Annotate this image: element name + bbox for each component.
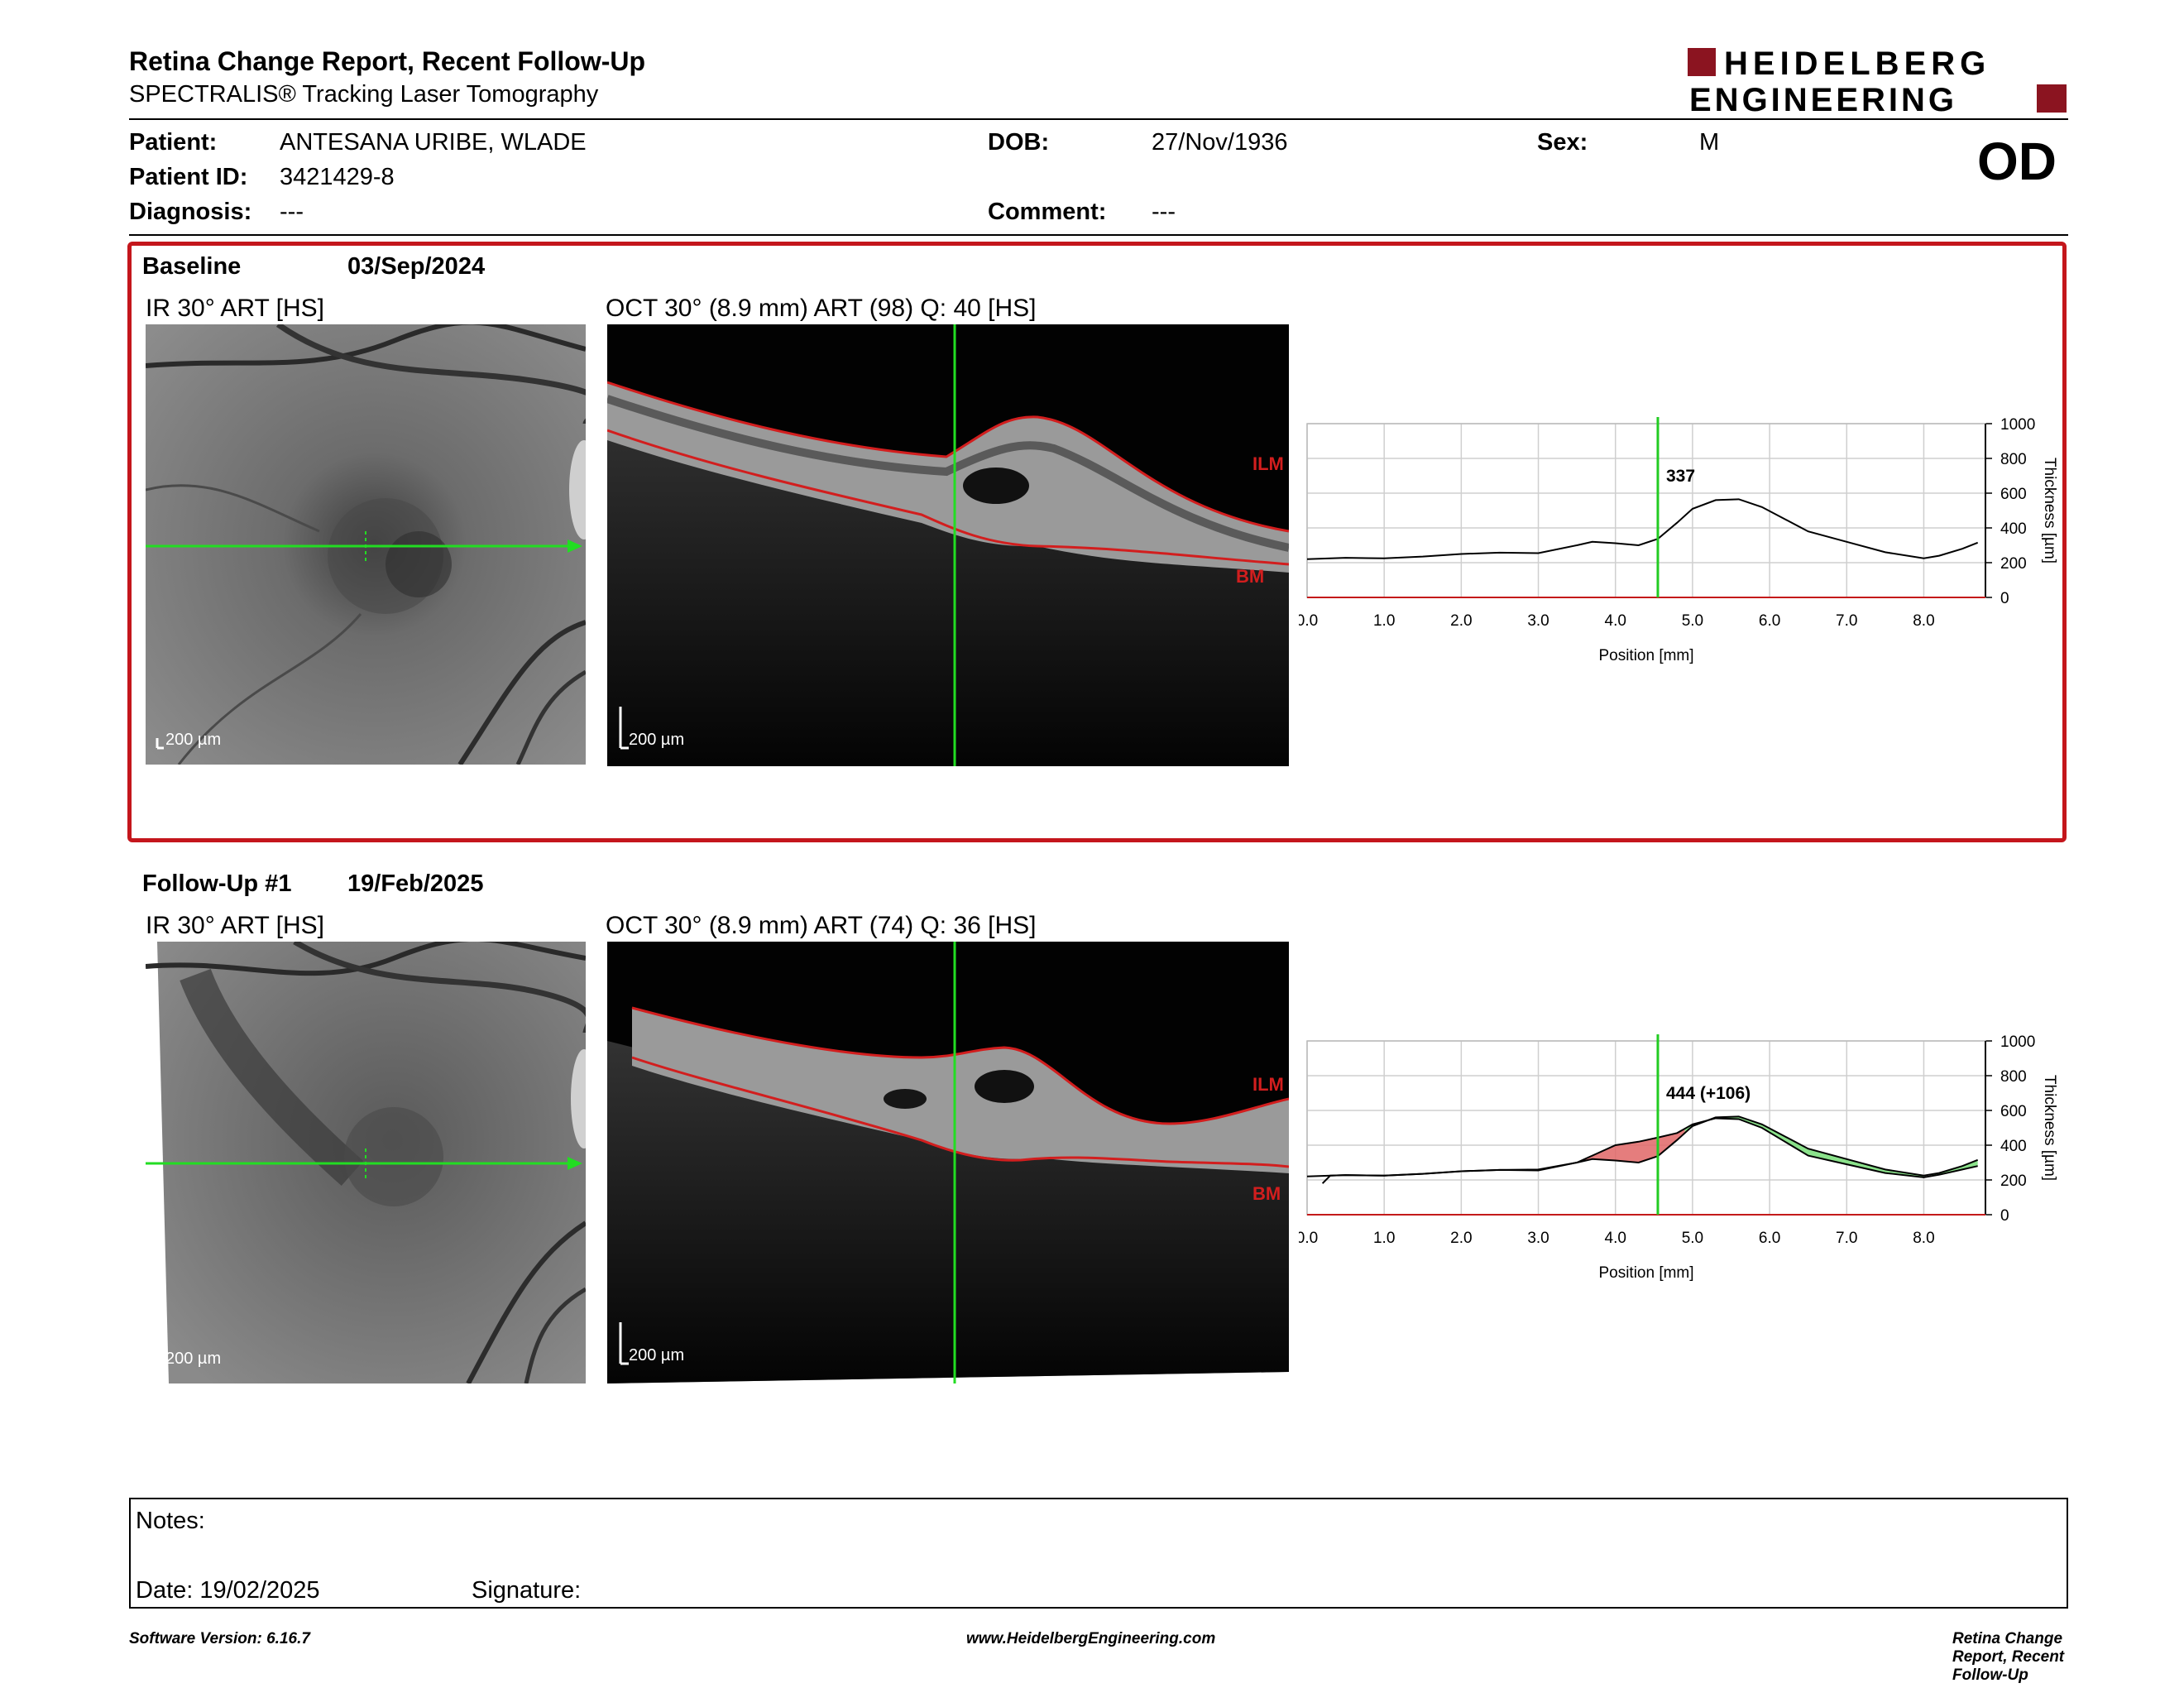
baseline-oct-image[interactable]: ILM BM 200 µm xyxy=(607,324,1289,766)
baseline-date: 03/Sep/2024 xyxy=(347,253,486,280)
sex-label: Sex: xyxy=(1537,129,1588,156)
followup-ir-image[interactable]: 200 µm xyxy=(146,942,586,1383)
dob-label: DOB: xyxy=(988,129,1050,156)
followup-date: 19/Feb/2025 xyxy=(347,870,484,897)
y-axis-label: Thickness [µm] xyxy=(2041,1075,2058,1181)
plot-frame xyxy=(1306,1040,1986,1216)
x-tick-label: 6.0 xyxy=(1759,612,1780,630)
logo-line2: ENGINEERING xyxy=(1689,82,1957,116)
followup-oct-scale: 200 µm xyxy=(629,1346,684,1364)
baseline-ir-caption: IR 30° ART [HS] xyxy=(146,295,324,322)
comment-value: --- xyxy=(1152,199,1176,225)
header-divider xyxy=(129,118,2068,120)
x-tick-label: 1.0 xyxy=(1373,1230,1395,1247)
followup-thickness-chart: 0 200 400 600 800 1000 0.0 1.0 2.0 3.0 4.0 5.0 6.0 7.… xyxy=(1299,1033,2058,1282)
x-tick-label: 5.0 xyxy=(1682,1230,1703,1247)
comment-label: Comment: xyxy=(988,199,1107,225)
baseline-thickness-chart: 0 200 400 600 800 1000 0.0 1.0 2.0 3.0 4.0 5.0 6.0 7.… xyxy=(1299,416,2058,664)
followup-ir-caption: IR 30° ART [HS] xyxy=(146,912,324,939)
baseline-ilm-label: ILM xyxy=(1252,453,1284,474)
plot-frame xyxy=(1306,423,1986,598)
x-tick-label: 0.0 xyxy=(1299,1230,1318,1247)
baseline-label: Baseline xyxy=(142,253,242,280)
thickness-series xyxy=(1306,498,1979,560)
x-axis-label: Position [mm] xyxy=(1598,1264,1693,1282)
x-tick-label: 3.0 xyxy=(1527,612,1549,630)
followup-label: Follow-Up #1 xyxy=(142,870,292,897)
y-tick-label: 0 xyxy=(2000,590,2009,607)
report-subtitle: SPECTRALIS® Tracking Laser Tomography xyxy=(129,81,599,108)
followup-ilm-label: ILM xyxy=(1252,1074,1284,1095)
diagnosis-label: Diagnosis: xyxy=(129,199,252,225)
x-tick-label: 2.0 xyxy=(1450,1230,1472,1247)
x-tick-label: 1.0 xyxy=(1373,612,1395,630)
y-tick-label: 1000 xyxy=(2000,1033,2035,1051)
footer-website[interactable]: www.HeidelbergEngineering.com xyxy=(966,1630,1216,1647)
footer-report-name: Retina Change Report, Recent Follow-Up xyxy=(1952,1630,2065,1684)
x-tick-label: 8.0 xyxy=(1913,1230,1934,1247)
followup-oct-caption: OCT 30° (8.9 mm) ART (74) Q: 36 [HS] xyxy=(606,912,1037,939)
y-tick-label: 1000 xyxy=(2000,416,2035,434)
x-axis-label: Position [mm] xyxy=(1598,647,1693,664)
x-tick-label: 5.0 xyxy=(1682,612,1703,630)
notes-date: Date: 19/02/2025 xyxy=(136,1577,320,1604)
footer-software-version: Software Version: 6.16.7 xyxy=(129,1630,310,1647)
baseline-frame xyxy=(127,242,2067,842)
patient-label: Patient: xyxy=(129,129,218,156)
patient-id: 3421429-8 xyxy=(280,164,395,190)
y-tick-label: 600 xyxy=(2000,1103,2027,1120)
patient-divider xyxy=(129,234,2068,236)
diagnosis-value: --- xyxy=(280,199,304,225)
patient-name: ANTESANA URIBE, WLADE xyxy=(280,129,587,156)
thickness-series xyxy=(1321,1117,1978,1184)
baseline-bm-label: BM xyxy=(1236,566,1264,587)
eye-indicator: OD xyxy=(1977,132,2057,191)
x-tick-label: 7.0 xyxy=(1836,1230,1857,1247)
x-tick-label: 3.0 xyxy=(1527,1230,1549,1247)
baseline-oct-scale: 200 µm xyxy=(629,731,684,749)
cursor-value-label: 337 xyxy=(1666,467,1695,486)
notes-label: Notes: xyxy=(136,1508,205,1534)
y-tick-label: 800 xyxy=(2000,1068,2027,1086)
x-tick-label: 4.0 xyxy=(1605,612,1626,630)
y-tick-label: 200 xyxy=(2000,1172,2027,1190)
y-axis-label: Thickness [µm] xyxy=(2041,458,2058,563)
y-tick-label: 400 xyxy=(2000,520,2027,538)
x-tick-label: 0.0 xyxy=(1299,612,1318,630)
patient-id-label: Patient ID: xyxy=(129,164,248,190)
followup-oct-image[interactable]: ILM BM 200 µm xyxy=(607,942,1289,1383)
baseline-ir-scale: 200 µm xyxy=(165,731,221,749)
cursor-value-label: 444 (+106) xyxy=(1666,1084,1751,1103)
y-tick-label: 600 xyxy=(2000,486,2027,503)
notes-box[interactable] xyxy=(129,1498,2068,1609)
x-tick-label: 4.0 xyxy=(1605,1230,1626,1247)
y-tick-label: 200 xyxy=(2000,555,2027,573)
x-tick-label: 7.0 xyxy=(1836,612,1857,630)
signature-label: Signature: xyxy=(472,1577,582,1604)
followup-ir-scale: 200 µm xyxy=(165,1350,221,1368)
baseline-oct-caption: OCT 30° (8.9 mm) ART (98) Q: 40 [HS] xyxy=(606,295,1037,322)
x-tick-label: 8.0 xyxy=(1913,612,1934,630)
heidelberg-logo: HEIDELBERG ENGINEERING xyxy=(1688,46,2067,116)
y-tick-label: 800 xyxy=(2000,451,2027,468)
baseline-ir-image[interactable]: 200 µm xyxy=(146,324,586,765)
x-tick-label: 2.0 xyxy=(1450,612,1472,630)
y-tick-label: 400 xyxy=(2000,1138,2027,1155)
followup-bm-label: BM xyxy=(1252,1183,1281,1204)
dob-value: 27/Nov/1936 xyxy=(1152,129,1288,156)
y-tick-label: 0 xyxy=(2000,1207,2009,1225)
sex-value: M xyxy=(1699,129,1720,156)
x-tick-label: 6.0 xyxy=(1759,1230,1780,1247)
logo-line1: HEIDELBERG xyxy=(1724,46,1990,82)
report-title: Retina Change Report, Recent Follow-Up xyxy=(129,46,646,76)
